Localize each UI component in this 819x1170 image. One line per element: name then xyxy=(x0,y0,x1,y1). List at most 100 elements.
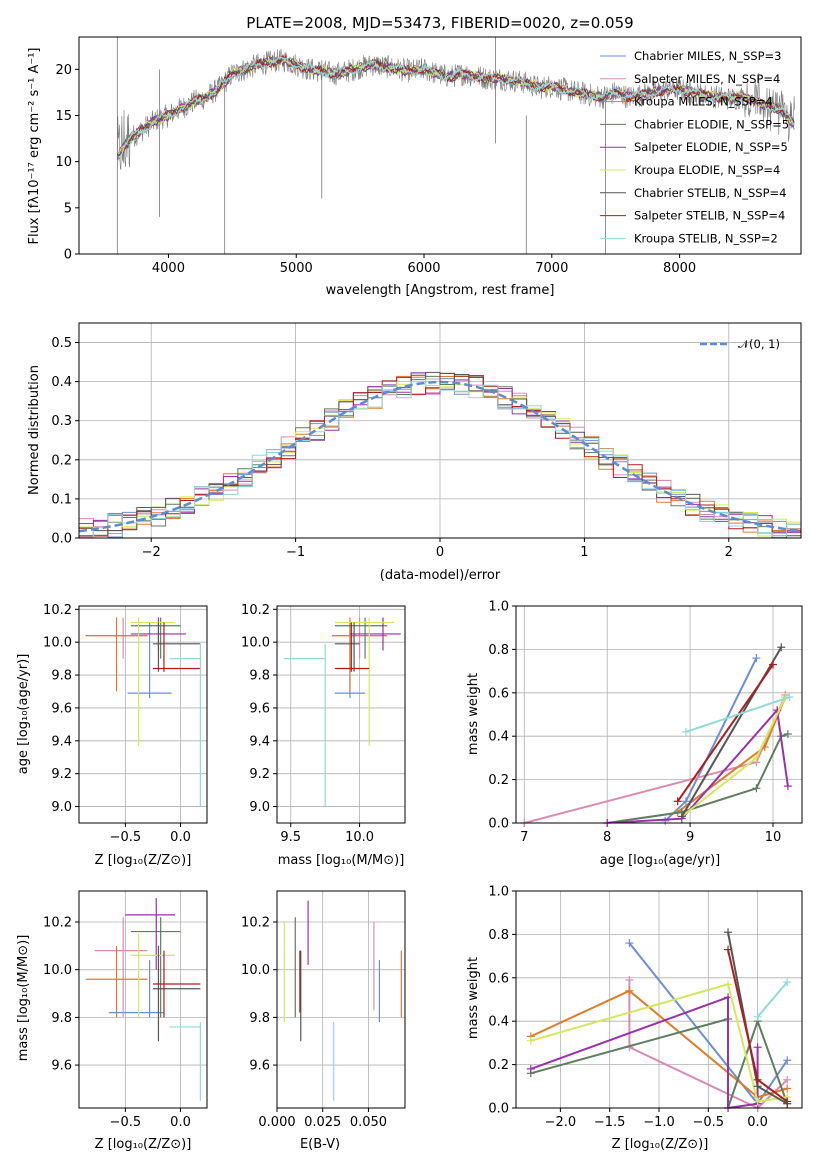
x-tick-label: 9.5 xyxy=(280,830,301,845)
z-age-xlabel: Z [log₁₀(Z/Z⊙)] xyxy=(95,853,192,868)
x-tick-label: −0.5 xyxy=(693,1115,725,1130)
tick-group: 7 8 9 10 0.0 0.2 0.4 0.6 0.8 1.0 xyxy=(488,600,781,846)
model-spectrum-chabrier_stelib xyxy=(117,56,795,157)
axes-frame xyxy=(78,322,802,539)
spectrum-ylabel: Flux [fλ10⁻¹⁷ erg cm⁻² s⁻¹ A⁻¹] xyxy=(27,48,42,245)
legend-label-chabrier_stelib: Chabrier STELIB, N_SSP=4 xyxy=(634,186,786,200)
histogram-kroupa_stelib xyxy=(79,381,801,538)
y-tick-label: 9.2 xyxy=(51,767,72,782)
grid-group xyxy=(277,606,405,823)
y-tick-label: 0.4 xyxy=(488,1015,509,1030)
weight-line-chabrier_elodie xyxy=(530,1017,789,1108)
x-tick-label: 10.0 xyxy=(345,830,374,845)
x-tick-label: 7000 xyxy=(535,261,568,276)
axes-frame xyxy=(78,605,208,824)
y-tick-label: 10.2 xyxy=(43,603,72,618)
y-tick-label: 15 xyxy=(55,109,72,124)
x-tick-label: 0.050 xyxy=(350,1115,387,1130)
model-spectrum-kroupa_stelib xyxy=(117,56,795,161)
grid-group xyxy=(79,606,207,823)
weight-line-salpeter_miles xyxy=(524,694,787,823)
y-tick-label: 9.4 xyxy=(51,734,72,749)
x-tick-label: 0.025 xyxy=(304,1115,341,1130)
y-tick-label: 0 xyxy=(64,248,72,263)
x-tick-label: 8 xyxy=(603,830,611,845)
grid-group xyxy=(79,891,207,1108)
y-tick-label: 9.8 xyxy=(51,669,72,684)
residuals-xlabel: (data-model)/error xyxy=(380,568,501,583)
axes-frame xyxy=(515,605,803,824)
y-tick-label: 9.0 xyxy=(249,800,270,815)
normal-curve xyxy=(78,380,802,533)
grid-group xyxy=(516,890,802,1109)
x-tick-label: −0.5 xyxy=(110,1115,142,1130)
x-tick-label: 10 xyxy=(765,830,782,845)
tick-group: 4000 5000 6000 7000 8000 0 5 10 15 20 xyxy=(55,63,696,276)
axes-frame xyxy=(78,890,208,1109)
y-tick-label: 10.2 xyxy=(43,916,72,931)
y-tick-label: 0.1 xyxy=(51,492,72,507)
y-tick-label: 0.2 xyxy=(488,773,509,788)
y-tick-label: 0.0 xyxy=(488,817,509,832)
z-age-panel: −0.5 0.0 9.0 9.2 9.4 9.6 9.8 10.0 10.2 xyxy=(43,603,208,845)
age-weight-xlabel: age [log₁₀(age/yr)] xyxy=(600,853,721,868)
x-tick-label: 4000 xyxy=(152,261,185,276)
weight-line-chabrier_miles xyxy=(664,657,758,822)
tick-group: −2 −1 0 1 2 0.0 0.1 0.2 0.3 0.4 0.5 xyxy=(51,336,733,560)
tick-group: 0.000 0.025 0.050 9.6 9.8 10.0 10.2 xyxy=(241,916,387,1131)
x-tick-label: 9 xyxy=(686,830,694,845)
axes-frame xyxy=(78,36,802,255)
residuals-panel: −2 −1 0 1 2 0.0 0.1 0.2 0.3 0.4 0.5 𝒩(0, 1) xyxy=(51,322,802,560)
legend-label-kroupa_miles: Kroupa MILES, N_SSP=4 xyxy=(634,95,773,109)
x-tick-label: 0.0 xyxy=(170,830,191,845)
axes-frame xyxy=(515,890,803,1109)
y-tick-label: 0.3 xyxy=(51,414,72,429)
grid-group xyxy=(516,605,802,824)
weight-line-kroupa_elodie xyxy=(530,983,788,1103)
x-tick-label: 0 xyxy=(436,545,444,560)
x-tick-label: −2 xyxy=(142,545,161,560)
legend-label-normal: 𝒩(0, 1) xyxy=(738,337,780,351)
x-tick-label: 2 xyxy=(725,545,733,560)
ebv-mass-panel: 0.000 0.025 0.050 9.6 9.8 10.0 10.2 xyxy=(241,890,406,1131)
y-tick-label: 0.2 xyxy=(51,453,72,468)
y-tick-label: 0.4 xyxy=(51,375,72,390)
y-tick-label: 0.0 xyxy=(488,1102,509,1117)
age-weight-ylabel: mass weight xyxy=(466,673,481,755)
weight-line-kroupa_miles xyxy=(530,989,788,1099)
x-tick-label: 0.000 xyxy=(258,1115,295,1130)
y-tick-label: 9.6 xyxy=(51,1059,72,1074)
x-tick-label: −1.5 xyxy=(594,1115,626,1130)
grid-group xyxy=(79,323,801,539)
tick-group: 9.5 10.0 9.0 9.2 9.4 9.6 9.8 10.0 10.2 xyxy=(241,603,374,845)
legend-label-chabrier_miles: Chabrier MILES, N_SSP=3 xyxy=(634,49,781,63)
x-tick-label: −0.5 xyxy=(110,830,142,845)
y-tick-label: 0.6 xyxy=(488,971,509,986)
y-tick-label: 10.0 xyxy=(43,636,72,651)
x-tick-label: −1.0 xyxy=(643,1115,675,1130)
tick-group: −2.0 −1.5 −1.0 −0.5 0.0 0.0 0.2 0.4 0.6 0.8 1.0 xyxy=(488,885,768,1131)
weight-line-kroupa_stelib xyxy=(685,696,790,733)
model-spectrum-salpeter_stelib xyxy=(116,54,795,161)
y-tick-label: 9.4 xyxy=(249,734,270,749)
z-age-ylabel: age [log₁₀(age/yr)] xyxy=(16,654,31,775)
legend-label-chabrier_elodie: Chabrier ELODIE, N_SSP=5 xyxy=(634,117,789,131)
y-tick-label: 0.0 xyxy=(51,532,72,547)
y-tick-label: 1.0 xyxy=(488,600,509,615)
weight-line-kroupa_stelib xyxy=(756,981,788,1018)
x-tick-label: 0.0 xyxy=(170,1115,191,1130)
x-tick-label: 6000 xyxy=(407,261,440,276)
y-tick-label: 10.0 xyxy=(241,636,270,651)
spectrum-title: PLATE=2008, MJD=53473, FIBERID=0020, z=0… xyxy=(246,14,633,32)
legend-label-kroupa_stelib: Kroupa STELIB, N_SSP=2 xyxy=(634,231,778,245)
mass-age-panel: 9.5 10.0 9.0 9.2 9.4 9.6 9.8 10.0 10.2 xyxy=(241,603,406,845)
y-tick-label: 10.2 xyxy=(241,916,270,931)
y-tick-label: 0.6 xyxy=(488,686,509,701)
y-tick-label: 9.6 xyxy=(249,1059,270,1074)
y-tick-label: 9.8 xyxy=(249,1011,270,1026)
mass-age-xlabel: mass [log₁₀(M/M⊙)] xyxy=(278,853,405,868)
z-weight-xlabel: Z [log₁₀(Z/Z⊙)] xyxy=(612,1137,709,1152)
x-tick-label: 0.0 xyxy=(747,1115,768,1130)
y-tick-label: 0.8 xyxy=(488,643,509,658)
